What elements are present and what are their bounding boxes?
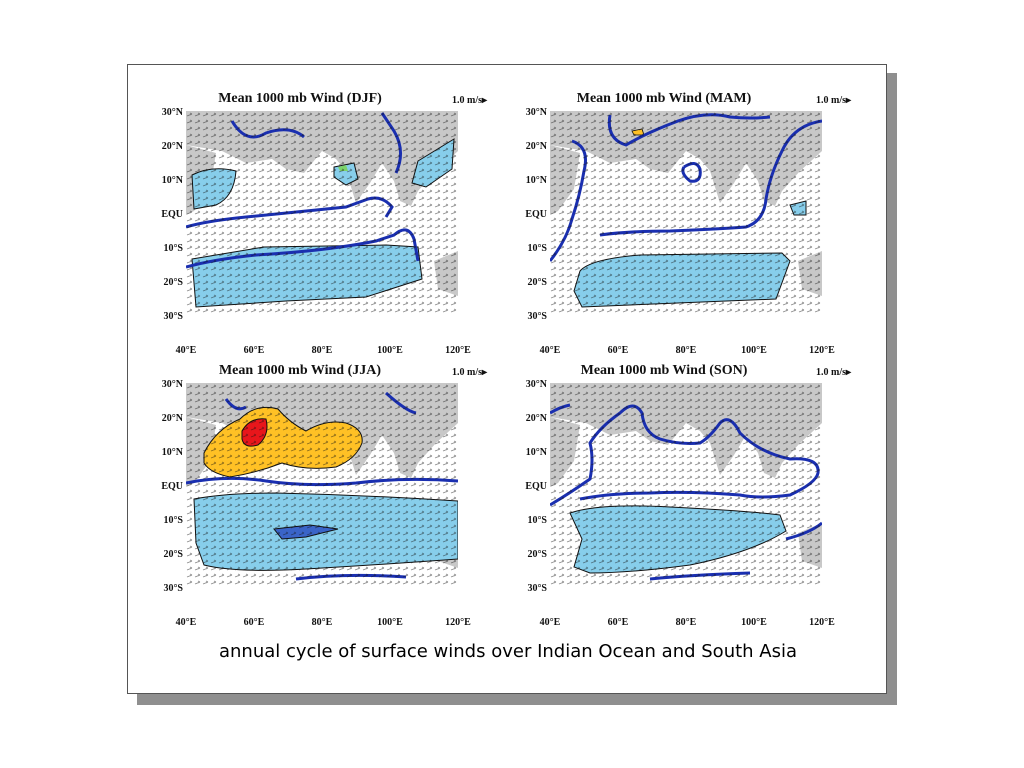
panel-title: Mean 1000 mb Wind (MAM) <box>576 91 752 106</box>
vector-scale-label: 1.0 m/s <box>816 367 846 378</box>
wind-vectors <box>186 111 458 315</box>
x-tick: 60°E <box>243 345 265 356</box>
x-tick: 60°E <box>607 617 629 628</box>
y-tick: 20°N <box>161 141 183 152</box>
panel-djf: Mean 1000 mb Wind (DJF) 1.0 m/s▸ 30°N 20… <box>150 91 510 361</box>
x-tick: 100°E <box>741 345 767 356</box>
panel-mam: Mean 1000 mb Wind (MAM) 1.0 m/s▸ 30°N 20… <box>514 91 874 361</box>
y-tick: 30°S <box>527 583 547 594</box>
x-tick: 120°E <box>445 345 471 356</box>
y-tick: 20°S <box>527 549 547 560</box>
x-tick: 80°E <box>311 617 333 628</box>
x-tick: 40°E <box>175 617 197 628</box>
y-tick: 30°S <box>527 311 547 322</box>
x-tick: 120°E <box>809 617 835 628</box>
x-tick: 100°E <box>377 345 403 356</box>
x-tick: 60°E <box>243 617 265 628</box>
y-tick: 30°N <box>161 379 183 390</box>
x-tick: 100°E <box>741 617 767 628</box>
y-tick: 10°N <box>525 175 547 186</box>
x-tick: 120°E <box>809 345 835 356</box>
vector-scale-label: 1.0 m/s <box>452 367 482 378</box>
panel-jja: Mean 1000 mb Wind (JJA) 1.0 m/s▸ 30°N 20… <box>150 363 510 633</box>
y-tick: EQU <box>525 481 547 492</box>
y-tick: 10°S <box>527 243 547 254</box>
y-tick: 10°N <box>525 447 547 458</box>
wind-vectors <box>550 383 822 587</box>
vector-scale: 1.0 m/s▸ <box>452 95 488 106</box>
x-tick: 100°E <box>377 617 403 628</box>
y-tick: 30°S <box>163 311 183 322</box>
y-tick: 20°S <box>527 277 547 288</box>
y-tick: 10°S <box>163 243 183 254</box>
panel-son: Mean 1000 mb Wind (SON) 1.0 m/s▸ 30°N 20… <box>514 363 874 633</box>
wind-map-jja <box>186 383 458 587</box>
vector-scale: 1.0 m/s▸ <box>452 367 488 378</box>
y-tick: 30°N <box>525 107 547 118</box>
y-tick: 20°N <box>525 413 547 424</box>
wind-vectors <box>186 383 458 587</box>
x-tick: 40°E <box>539 617 561 628</box>
x-tick: 80°E <box>311 345 333 356</box>
vector-scale-label: 1.0 m/s <box>816 95 846 106</box>
y-tick: 30°N <box>525 379 547 390</box>
panel-title: Mean 1000 mb Wind (DJF) <box>218 91 382 106</box>
y-tick: 20°S <box>163 549 183 560</box>
y-tick: 20°N <box>525 141 547 152</box>
slide: Mean 1000 mb Wind (DJF) 1.0 m/s▸ 30°N 20… <box>127 64 887 694</box>
y-tick: EQU <box>525 209 547 220</box>
y-tick: EQU <box>161 209 183 220</box>
x-tick: 80°E <box>675 617 697 628</box>
wind-map-son <box>550 383 822 587</box>
slide-caption: annual cycle of surface winds over India… <box>218 641 798 662</box>
wind-map-mam <box>550 111 822 315</box>
y-tick: EQU <box>161 481 183 492</box>
wind-vectors <box>550 111 822 315</box>
x-tick: 40°E <box>539 345 561 356</box>
vector-scale: 1.0 m/s▸ <box>816 367 852 378</box>
x-tick: 120°E <box>445 617 471 628</box>
y-tick: 10°N <box>161 447 183 458</box>
vector-scale: 1.0 m/s▸ <box>816 95 852 106</box>
wind-map-djf <box>186 111 458 315</box>
y-tick: 10°S <box>163 515 183 526</box>
y-tick: 10°N <box>161 175 183 186</box>
y-tick: 30°S <box>163 583 183 594</box>
panel-title: Mean 1000 mb Wind (SON) <box>580 363 748 378</box>
vector-scale-label: 1.0 m/s <box>452 95 482 106</box>
x-tick: 80°E <box>675 345 697 356</box>
panel-title: Mean 1000 mb Wind (JJA) <box>218 363 382 378</box>
x-tick: 60°E <box>607 345 629 356</box>
y-tick: 20°N <box>161 413 183 424</box>
y-tick: 10°S <box>527 515 547 526</box>
y-tick: 20°S <box>163 277 183 288</box>
obscured-footer-text <box>138 679 878 687</box>
x-tick: 40°E <box>175 345 197 356</box>
y-tick: 30°N <box>161 107 183 118</box>
